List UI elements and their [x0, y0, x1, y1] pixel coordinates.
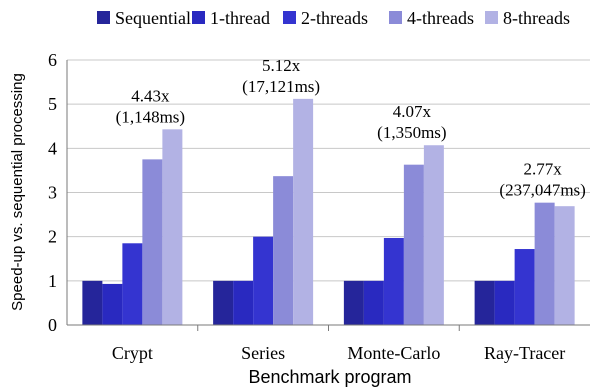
legend-swatch [485, 11, 498, 24]
legend-label: 4-threads [407, 8, 474, 28]
legend-swatch [192, 11, 205, 24]
bar-2-threads-crypt [122, 243, 143, 325]
x-tick-label: Series [241, 343, 285, 363]
legend-swatch [97, 11, 110, 24]
annotation-speedup: 5.12x [262, 56, 301, 75]
bar-2-threads-ray-tracer [514, 249, 535, 325]
x-tick-label: Ray-Tracer [484, 343, 565, 363]
bar-4-threads-monte-carlo [403, 164, 424, 325]
bar-sequential-crypt [82, 280, 103, 325]
y-tick-label: 5 [48, 94, 57, 114]
x-axis-label: Benchmark program [248, 367, 411, 387]
bar-sequential-ray-tracer [474, 280, 495, 325]
legend-label: 8-threads [503, 8, 570, 28]
annotation-speedup: 4.43x [131, 86, 170, 105]
y-tick-label: 6 [48, 50, 57, 70]
legend-label: Sequential [115, 8, 191, 28]
bar-8-threads-crypt [162, 129, 183, 325]
legend-swatch [283, 11, 296, 24]
bar-sequential-series [213, 280, 234, 325]
annotation-speedup: 2.77x [524, 160, 563, 179]
legend: Sequential 1-thread 2-threads 4-threads 8-th… [97, 8, 570, 28]
bars [82, 98, 575, 325]
y-tick-label: 4 [48, 138, 57, 158]
y-tick-label: 1 [48, 271, 57, 291]
bar-2-threads-series [253, 236, 274, 325]
bar-1-thread-monte-carlo [363, 280, 384, 325]
legend-label: 2-threads [301, 8, 368, 28]
annotations: 4.43x (1,148ms) 5.12x (17,121ms) 4.07x (1,350… [116, 56, 586, 200]
legend-swatch [389, 11, 402, 24]
x-tick-labels: Crypt Series Monte-Carlo Ray-Tracer [112, 343, 565, 363]
bar-1-thread-ray-tracer [494, 280, 515, 325]
bar-4-threads-ray-tracer [534, 202, 555, 325]
annotation-time: (1,148ms) [116, 107, 185, 126]
bar-1-thread-crypt [102, 283, 123, 325]
y-tick-label: 3 [48, 183, 57, 203]
bar-8-threads-monte-carlo [423, 145, 444, 325]
axes [66, 60, 590, 331]
bar-sequential-monte-carlo [343, 280, 364, 325]
y-tick-label: 2 [48, 227, 57, 247]
x-tick-label: Monte-Carlo [347, 343, 440, 363]
y-axis-label: Speed-up vs. sequential processing [9, 73, 26, 311]
annotation-speedup: 4.07x [393, 102, 432, 121]
annotation-time: (17,121ms) [242, 77, 320, 96]
annotation-time: (237,047ms) [499, 181, 585, 200]
bar-1-thread-series [233, 280, 254, 325]
x-tick-label: Crypt [112, 343, 153, 363]
bar-2-threads-monte-carlo [383, 237, 404, 325]
bar-8-threads-series [293, 98, 314, 325]
y-tick-labels: 0 1 2 3 4 5 6 [48, 50, 57, 335]
bar-4-threads-series [273, 176, 294, 325]
legend-label: 1-thread [210, 8, 270, 28]
bar-4-threads-crypt [142, 159, 163, 325]
bar-8-threads-ray-tracer [554, 206, 575, 325]
annotation-time: (1,350ms) [377, 123, 446, 142]
y-tick-label: 0 [48, 315, 57, 335]
